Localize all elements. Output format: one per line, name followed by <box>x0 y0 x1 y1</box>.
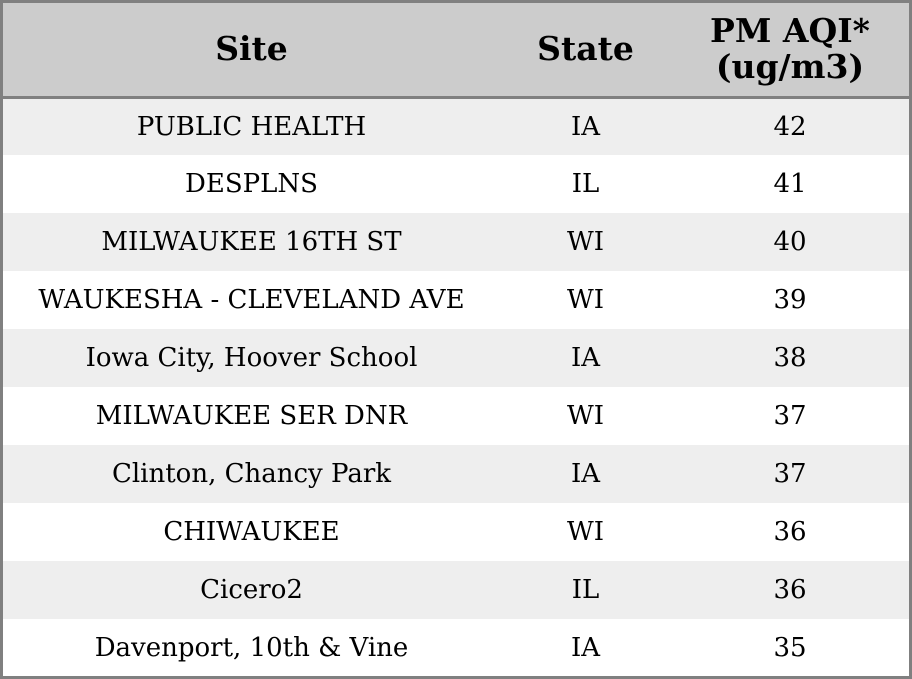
table-row: Clinton, Chancy Park IA 37 <box>3 445 909 503</box>
cell-pm-aqi: 37 <box>773 401 807 431</box>
cell-state: IL <box>571 575 600 605</box>
header-site: Site <box>3 3 500 99</box>
header-pm-aqi: PM AQI* (ug/m3) <box>671 3 909 99</box>
table-row: Cicero2 IL 36 <box>3 561 909 619</box>
cell-site: PUBLIC HEALTH <box>136 111 367 142</box>
table-row: WAUKESHA - CLEVELAND AVE WI 39 <box>3 271 909 329</box>
table-row: Davenport, 10th & Vine IA 35 <box>3 619 909 676</box>
header-pm-aqi-label: PM AQI* <box>710 11 870 51</box>
cell-site: DESPLNS <box>185 169 318 199</box>
cell-pm-aqi: 38 <box>773 343 807 373</box>
cell-state: IA <box>570 111 601 142</box>
header-state: State <box>500 3 671 99</box>
cell-pm-aqi: 37 <box>773 459 807 489</box>
cell-site: Davenport, 10th & Vine <box>94 633 409 663</box>
cell-pm-aqi: 36 <box>773 575 807 605</box>
cell-site: Cicero2 <box>200 575 303 605</box>
table-row: PUBLIC HEALTH IA 42 <box>3 97 909 155</box>
cell-state: IL <box>571 169 600 199</box>
aqi-table: Site State PM AQI* (ug/m3) PUBLIC HEALTH… <box>3 3 909 676</box>
cell-pm-aqi: 40 <box>773 227 807 257</box>
cell-pm-aqi: 36 <box>773 517 807 547</box>
cell-pm-aqi: 35 <box>773 633 807 663</box>
header-pm-aqi-unit: (ug/m3) <box>715 47 865 87</box>
table-body: PUBLIC HEALTH IA 42 DESPLNS IL 41 MILWAUKEE 16… <box>3 97 909 676</box>
table-row: CHIWAUKEE WI 36 <box>3 503 909 561</box>
cell-state: WI <box>567 517 604 547</box>
table-header-row: Site State PM AQI* (ug/m3) <box>3 3 909 99</box>
cell-state: WI <box>567 401 604 431</box>
cell-pm-aqi: 39 <box>773 285 807 315</box>
cell-state: WI <box>567 227 604 257</box>
cell-site: WAUKESHA - CLEVELAND AVE <box>38 285 465 315</box>
cell-pm-aqi: 41 <box>773 169 807 199</box>
cell-state: IA <box>570 633 601 663</box>
cell-state: IA <box>570 343 601 373</box>
cell-site: Iowa City, Hoover School <box>85 343 418 373</box>
cell-site: CHIWAUKEE <box>163 517 340 547</box>
table-row: MILWAUKEE 16TH ST WI 40 <box>3 213 909 271</box>
cell-state: IA <box>570 459 601 489</box>
table-row: DESPLNS IL 41 <box>3 155 909 213</box>
table-row: MILWAUKEE SER DNR WI 37 <box>3 387 909 445</box>
cell-site: MILWAUKEE SER DNR <box>95 401 408 431</box>
cell-pm-aqi: 42 <box>773 111 807 142</box>
cell-site: Clinton, Chancy Park <box>111 459 392 489</box>
cell-state: WI <box>567 285 604 315</box>
cell-site: MILWAUKEE 16TH ST <box>101 227 402 257</box>
table-row: Iowa City, Hoover School IA 38 <box>3 329 909 387</box>
